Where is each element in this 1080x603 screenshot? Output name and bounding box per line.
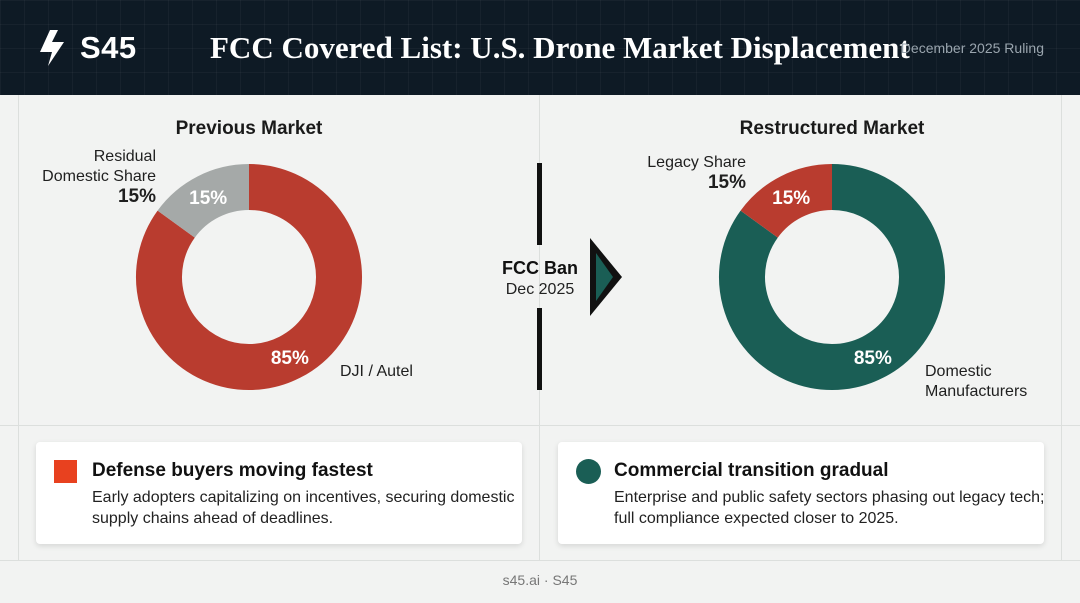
callout-domestic-line1: Domestic [925, 363, 992, 380]
donut-slice-previous-0 [136, 164, 362, 390]
donut-label-restructured-0: 85% [854, 348, 892, 369]
transition-label-date: Dec 2025 [505, 281, 575, 298]
card-commercial-body: Enterprise and public safety sectors pha… [614, 489, 1045, 527]
callout-residual: Residual Domestic Share 15% [36, 147, 156, 207]
card-commercial: Commercial transition gradual Enterprise… [558, 442, 1044, 544]
transition-arrow-inner [596, 253, 613, 301]
callout-legacy: Legacy Share 15% [640, 153, 746, 193]
donut-slice-restructured-0 [719, 164, 945, 390]
donut-slice-restructured-1 [740, 164, 833, 239]
callout-domestic-line2: Manufacturers [925, 383, 1028, 400]
transition-label: FCC Ban Dec 2025 [485, 258, 595, 299]
callout-legacy-value: 15% [707, 172, 746, 193]
footer-text: s45.ai · S45 [502, 572, 578, 588]
chart-title-restructured: Restructured Market [739, 118, 925, 139]
callout-domestic: Domestic Manufacturers [925, 362, 1027, 402]
circle-marker-icon [576, 459, 601, 484]
header-bar: S45 FCC Covered List: U.S. Drone Market … [0, 0, 1080, 95]
card-defense-body: Early adopters capitalizing on incentive… [92, 489, 515, 527]
callout-legacy-label: Legacy Share [647, 154, 746, 171]
grid-line-left [18, 95, 19, 560]
page-subtitle: December 2025 Ruling [900, 40, 1044, 56]
card-defense-heading: Defense buyers moving fastest [92, 460, 373, 481]
donut-label-previous-1: 15% [189, 188, 227, 209]
square-marker-icon [54, 460, 77, 483]
chart-title-previous: Previous Market [175, 118, 323, 139]
logo-icon [40, 30, 64, 66]
callout-residual-line2: Domestic Share [42, 168, 156, 185]
card-commercial-heading: Commercial transition gradual [614, 460, 889, 481]
page-title: FCC Covered List: U.S. Drone Market Disp… [210, 30, 910, 65]
callout-dji: DJI / Autel [340, 363, 413, 380]
grid-line-mid [0, 425, 1080, 426]
donut-slice-previous-1 [157, 164, 250, 239]
callout-residual-line1: Residual [93, 148, 156, 165]
transition-label-title: FCC Ban [502, 258, 578, 278]
divider-bar-bottom [537, 308, 542, 390]
donut-label-previous-0: 85% [271, 348, 309, 369]
callout-residual-value: 15% [117, 186, 156, 207]
logo-text: S45 [80, 30, 137, 65]
grid-line-right [1061, 95, 1062, 560]
divider-bar-top [537, 163, 542, 245]
donut-charts: 85% 15% 85% 15% [136, 163, 945, 390]
grid-line-bottom [0, 560, 1080, 561]
donut-label-restructured-1: 15% [772, 188, 810, 209]
card-defense: Defense buyers moving fastest Early adop… [36, 442, 522, 544]
